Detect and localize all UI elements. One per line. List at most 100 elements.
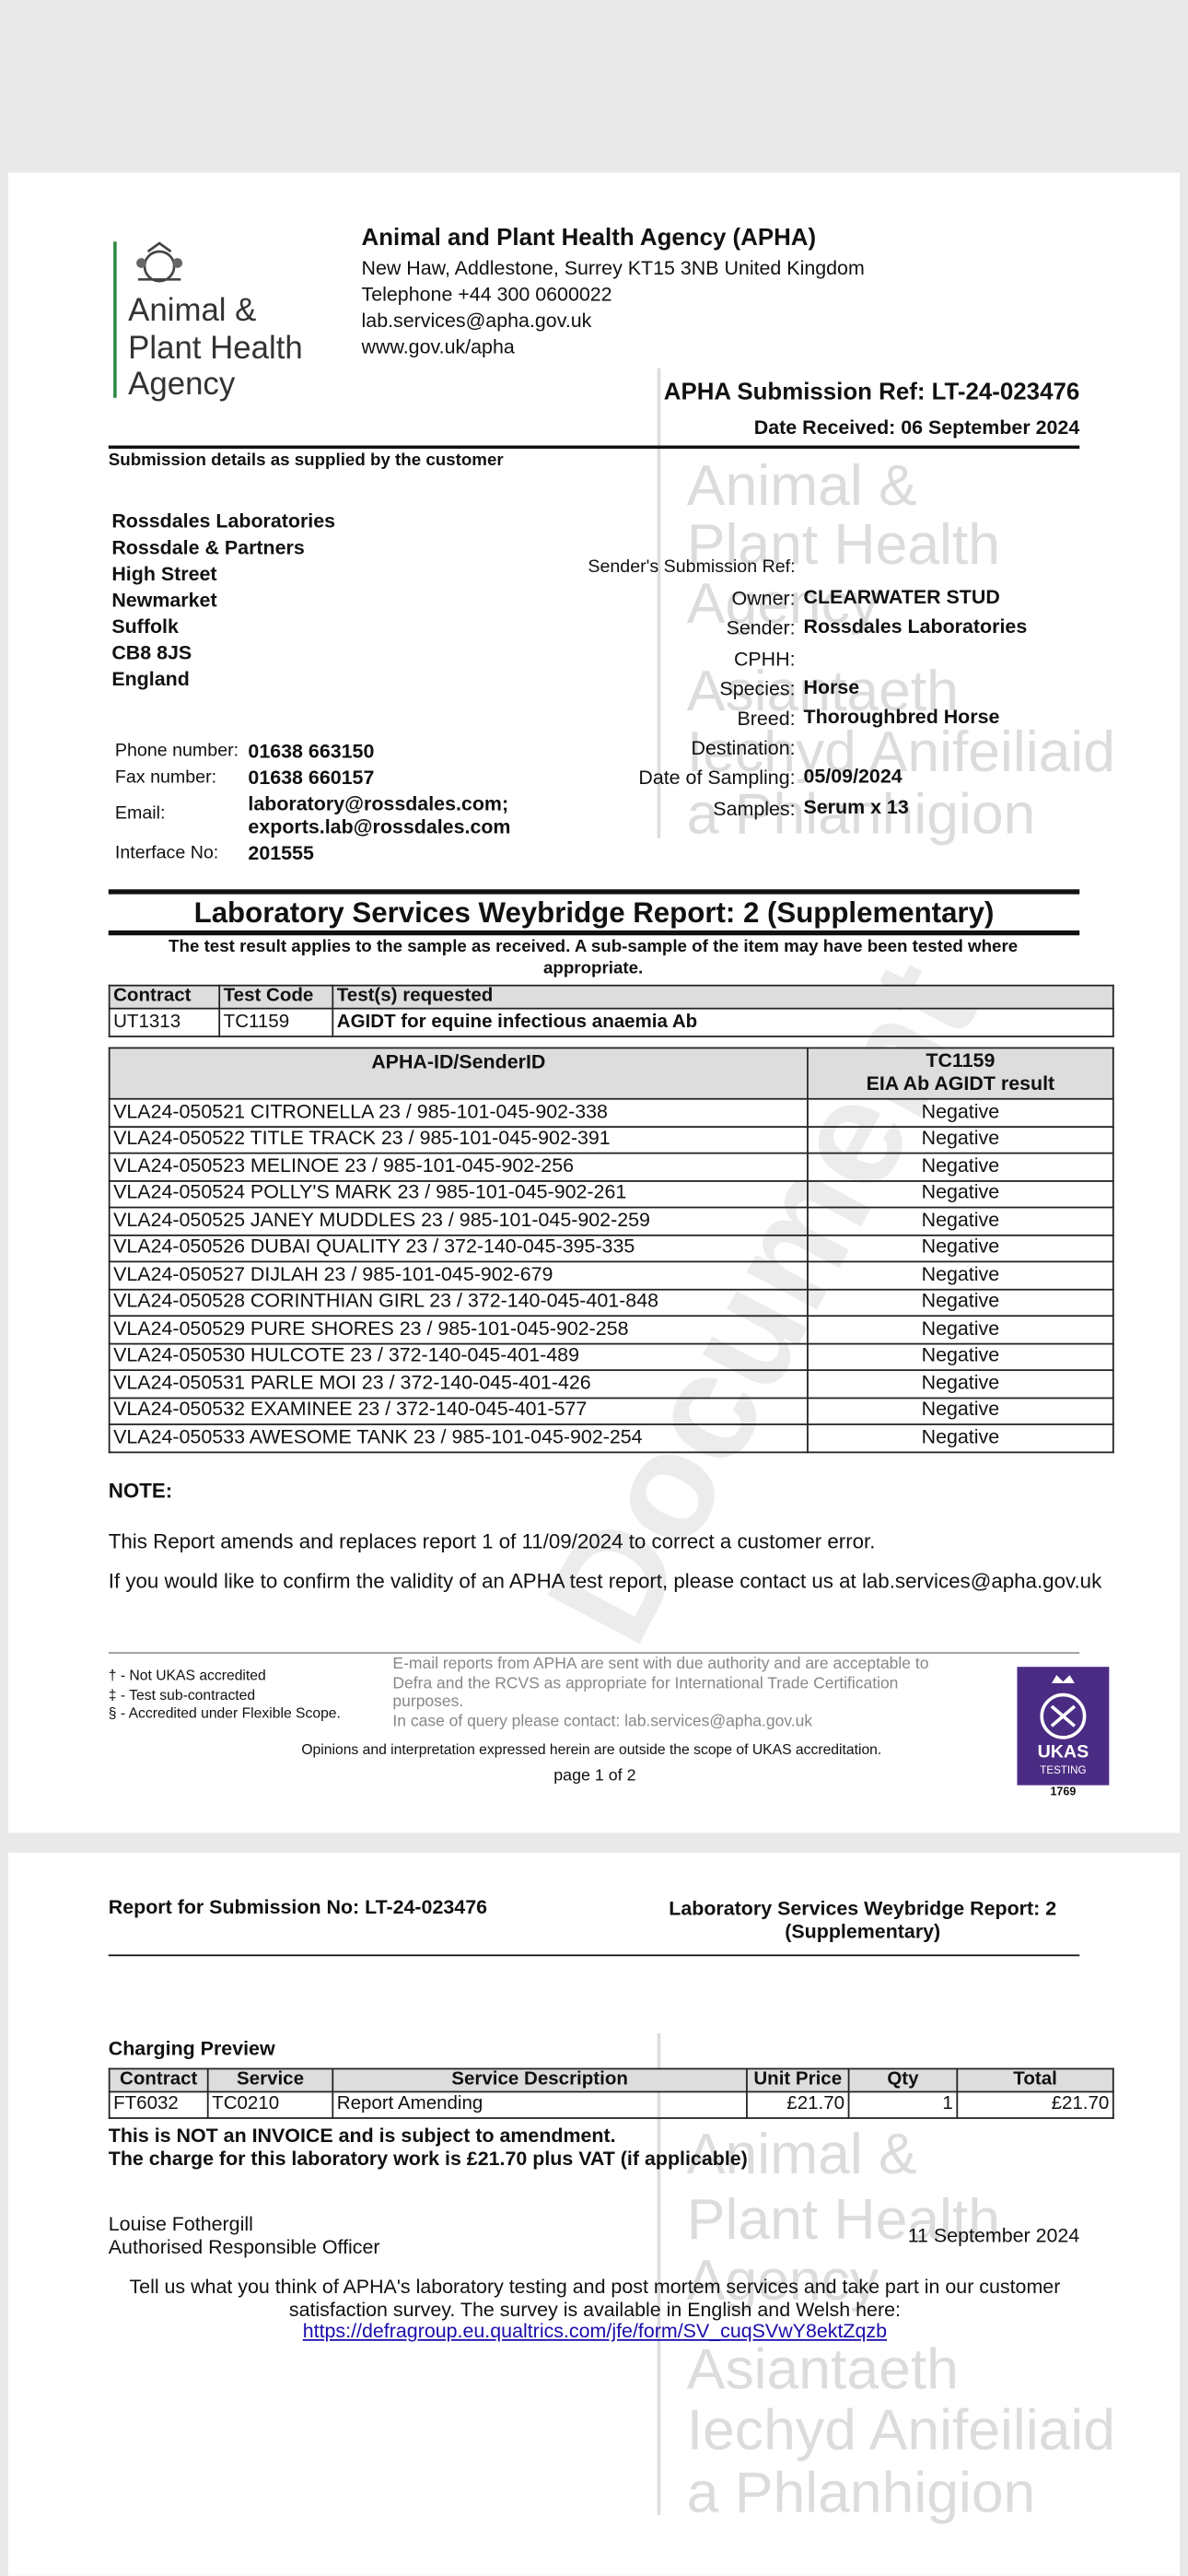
page-2	[7, 1852, 1181, 2576]
logo-rule	[113, 241, 117, 398]
address-line: Rossdale & Partners	[111, 535, 305, 559]
column-header: Service Description	[332, 2067, 748, 2093]
invoice-note: The charge for this laboratory work is £…	[108, 2147, 748, 2171]
watermark-line: Agency	[686, 571, 879, 637]
field-value: Horse	[803, 674, 860, 698]
sample-id: VLA24-050531 PARLE MOI 23 / 372-140-045-…	[108, 1369, 809, 1399]
sample-id: VLA24-050528 CORINTHIAN GIRL 23 / 372-14…	[108, 1287, 809, 1317]
submission-ref: APHA Submission Ref: LT-24-023476	[663, 380, 1080, 406]
charging-table: Contract Service Service Description Unit P…	[108, 2067, 1114, 2120]
cell: FT6032	[108, 2090, 209, 2120]
cell: TC1159	[218, 1008, 334, 1038]
cell: UT1313	[108, 1008, 221, 1038]
column-header: TC1159 EIA Ab AGIDT result	[807, 1047, 1114, 1100]
watermark-line: Agency	[686, 2248, 879, 2313]
logo-line: Animal &	[128, 292, 257, 329]
survey-link[interactable]: https://defragroup.eu.qualtrics.com/jfe/…	[302, 2319, 888, 2343]
note-line: This Report amends and replaces report 1…	[108, 1530, 876, 1554]
sample-id: VLA24-050525 JANEY MUDDLES 23 / 985-101-…	[108, 1206, 809, 1235]
field-label: Breed:	[737, 707, 796, 731]
result: Negative	[807, 1396, 1114, 1425]
field-value: Rossdales Laboratories	[803, 615, 1028, 638]
contact-value: 01638 660157	[248, 766, 375, 790]
watermark-line: Asiantaeth	[686, 2337, 959, 2402]
field-label: Sender:	[726, 616, 796, 640]
column-header: Unit Price	[746, 2067, 850, 2093]
rule	[108, 1954, 1080, 1957]
result-row: VLA24-050526 DUBAI QUALITY 23 / 372-140-…	[108, 1234, 1114, 1263]
contact-label: Email:	[114, 803, 166, 824]
watermark-line: Animal &	[686, 2122, 917, 2187]
cell: Report Amending	[332, 2090, 748, 2120]
telephone: Telephone +44 300 0600022	[361, 282, 612, 306]
ukas-number: 1769	[1050, 1786, 1077, 1798]
date-received: Date Received: 06 September 2024	[753, 416, 1080, 439]
sample-id: VLA24-050527 DIJLAH 23 / 985-101-045-902…	[108, 1260, 809, 1290]
result: Negative	[807, 1097, 1114, 1128]
result-row: VLA24-050528 CORINTHIAN GIRL 23 / 372-14…	[108, 1287, 1114, 1317]
invoice-note: This is NOT an INVOICE and is subject to…	[108, 2124, 616, 2148]
field-value: 05/09/2024	[803, 765, 903, 789]
legend-line: ‡ - Test sub-contracted	[108, 1685, 256, 1703]
result-row: VLA24-050529 PURE SHORES 23 / 985-101-04…	[108, 1315, 1114, 1344]
agency: Animal and Plant Health Agency (APHA)	[361, 225, 817, 252]
opinions: Opinions and interpretation expressed he…	[301, 1740, 882, 1758]
address-line: Suffolk	[111, 615, 179, 638]
tests-table: Contract Test Code Test(s) requested UT1…	[108, 984, 1114, 1038]
result: Negative	[807, 1423, 1114, 1453]
sample-id: VLA24-050526 DUBAI QUALITY 23 / 372-140-…	[108, 1234, 809, 1263]
logo-line: Plant Health	[128, 329, 303, 366]
result: Negative	[807, 1206, 1114, 1235]
survey-text: Tell us what you think of APHA's laborat…	[129, 2275, 1061, 2322]
watermark-line: Plant Health	[686, 2187, 1001, 2253]
result-row: VLA24-050523 MELINOE 23 / 985-101-045-90…	[108, 1152, 1114, 1181]
header-row: APHA-ID/SenderID TC1159 EIA Ab AGIDT resu…	[108, 1047, 1114, 1100]
test-name: EIA Ab AGIDT result	[866, 1071, 1055, 1095]
watermark-line: Plant Health	[686, 512, 1001, 578]
contact-value: 201555	[248, 841, 314, 865]
email: lab.services@apha.gov.uk	[361, 309, 592, 333]
date: 11 September 2024	[907, 2224, 1080, 2248]
sample-id: VLA24-050521 CITRONELLA 23 / 985-101-045…	[108, 1097, 809, 1128]
report-title: Laboratory Services Weybridge Report: 2 …	[669, 1897, 1057, 1943]
ukas-crown	[1040, 1675, 1087, 1739]
result-row: VLA24-050533 AWESOME TANK 23 / 985-101-0…	[108, 1423, 1114, 1453]
result: Negative	[807, 1260, 1114, 1290]
contact-value: laboratory@rossdales.com; exports.lab@ro…	[248, 791, 511, 838]
field-label: Sender's Submission Ref:	[588, 556, 796, 578]
result-row: VLA24-050522 TITLE TRACK 23 / 985-101-04…	[108, 1125, 1114, 1154]
result-row: VLA24-050527 DIJLAH 23 / 985-101-045-902…	[108, 1260, 1114, 1290]
field-label: Owner:	[731, 587, 796, 611]
cell: AGIDT for equine infectious anaemia Ab	[332, 1008, 1114, 1038]
field-value: Thoroughbred Horse	[803, 705, 1000, 729]
column-header: Contract	[108, 984, 221, 1010]
result-row: VLA24-050532 EXAMINEE 23 / 372-140-045-4…	[108, 1396, 1114, 1425]
watermark-line: Animal &	[686, 453, 917, 519]
address-line: CB8 8JS	[111, 640, 192, 664]
address-line: Newmarket	[111, 588, 217, 612]
column-header: Contract	[108, 2067, 209, 2093]
watermark-line: a Phlanhigion	[686, 782, 1036, 847]
result: Negative	[807, 1315, 1114, 1344]
result-row: VLA24-050521 CITRONELLA 23 / 985-101-045…	[108, 1097, 1114, 1128]
ukas-label: TESTING	[1040, 1765, 1087, 1777]
rule	[108, 445, 1080, 449]
field-label: Destination:	[691, 736, 796, 760]
report-title: Laboratory Services Weybridge Report: 2 …	[193, 896, 995, 930]
rule	[108, 889, 1080, 894]
field-value: Serum x 13	[803, 794, 909, 818]
contact-label: Fax number:	[114, 767, 217, 788]
logo-line: Agency	[128, 366, 236, 404]
contact-value: 01638 663150	[248, 739, 375, 763]
legend-line: § - Accredited under Flexible Scope.	[108, 1704, 341, 1722]
result-row: VLA24-050531 PARLE MOI 23 / 372-140-045-…	[108, 1369, 1114, 1399]
note-line: If you would like to confirm the validit…	[108, 1569, 1102, 1593]
contact-label: Interface No:	[114, 843, 219, 863]
sample-id: VLA24-050524 POLLY'S MARK 23 / 985-101-0…	[108, 1179, 809, 1209]
note-heading: NOTE:	[108, 1479, 173, 1503]
sample-id: VLA24-050529 PURE SHORES 23 / 985-101-04…	[108, 1315, 809, 1344]
result: Negative	[807, 1287, 1114, 1317]
ukas-logo: UKAS TESTING	[1017, 1667, 1110, 1786]
header-row: Contract Service Service Description Unit P…	[108, 2067, 1114, 2093]
